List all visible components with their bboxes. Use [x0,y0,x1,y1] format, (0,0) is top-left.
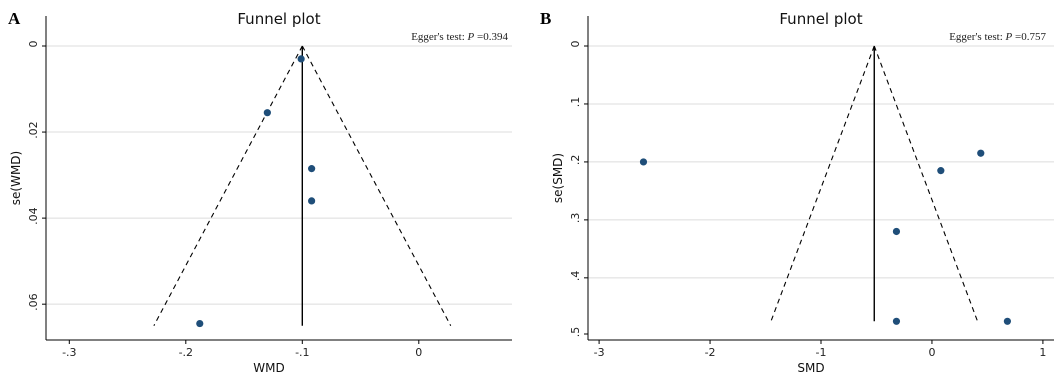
y-tick-label: .02 [27,121,40,139]
x-tick-label: 1 [1039,346,1046,359]
egger-label: Egger's test: [949,31,1005,43]
y-tick-label: .4 [569,271,582,282]
chart-title: Funnel plot [237,10,320,28]
chart-title: Funnel plot [779,10,862,28]
egger-test-annotation: Egger's test: P =0.757 [949,31,1046,43]
study-point [1003,317,1012,325]
study-point [196,319,204,328]
funnel-right-ci-line [873,45,979,322]
study-point [977,149,985,157]
x-tick-label: -.2 [179,346,193,359]
study-point [937,167,945,175]
y-axis-label: se(WMD) [9,151,23,205]
y-tick-label: 0 [27,41,40,48]
panel-label: A [8,9,21,28]
study-point [892,317,901,325]
funnel-left-ci-line [153,45,303,326]
y-tick-label: .06 [27,293,40,311]
study-point [308,165,316,173]
y-tick-label: .1 [569,97,582,108]
study-point [892,227,901,236]
x-tick-label: 0 [415,346,422,359]
egger-label: Egger's test: [411,31,467,43]
egger-p-symbol: P [1005,31,1013,43]
y-axis-label: se(SMD) [551,153,565,203]
x-axis-label: WMD [253,361,284,374]
funnel-panel-b: 0 .1 .2 .3 .4 .5 -3 -2 -1 0 1 Funnel plot Egger's te… [540,9,1054,374]
x-axis-label: SMD [797,361,824,374]
funnel-panel-a: 0 .02 .04 .06 -.3 -.2 -.1 0 Funnel plot Egger's t… [8,9,512,374]
study-point [639,158,648,166]
x-tick-label: -2 [705,346,716,359]
plot-area [46,16,512,340]
egger-p-value: =0.757 [1012,31,1046,43]
study-point [297,55,305,63]
y-tick-label: .2 [569,155,582,166]
egger-p-value: =0.394 [474,31,508,43]
x-tick-label: -.1 [295,346,309,359]
funnel-right-ci-line [301,45,452,326]
plot-area [588,16,1054,340]
study-point [308,197,316,205]
y-tick-label: .5 [569,327,582,338]
study-point [263,109,271,117]
egger-p-symbol: P [467,31,475,43]
y-tick-label: .04 [27,207,40,225]
x-tick-label: 0 [928,346,935,359]
x-tick-label: -3 [594,346,605,359]
y-tick-label: .3 [569,213,582,224]
egger-test-annotation: Egger's test: P =0.394 [411,31,508,43]
funnel-left-ci-line [770,45,875,322]
x-tick-label: -1 [816,346,827,359]
panel-label: B [540,9,551,28]
y-tick-label: 0 [569,41,582,48]
x-tick-label: -.3 [62,346,76,359]
